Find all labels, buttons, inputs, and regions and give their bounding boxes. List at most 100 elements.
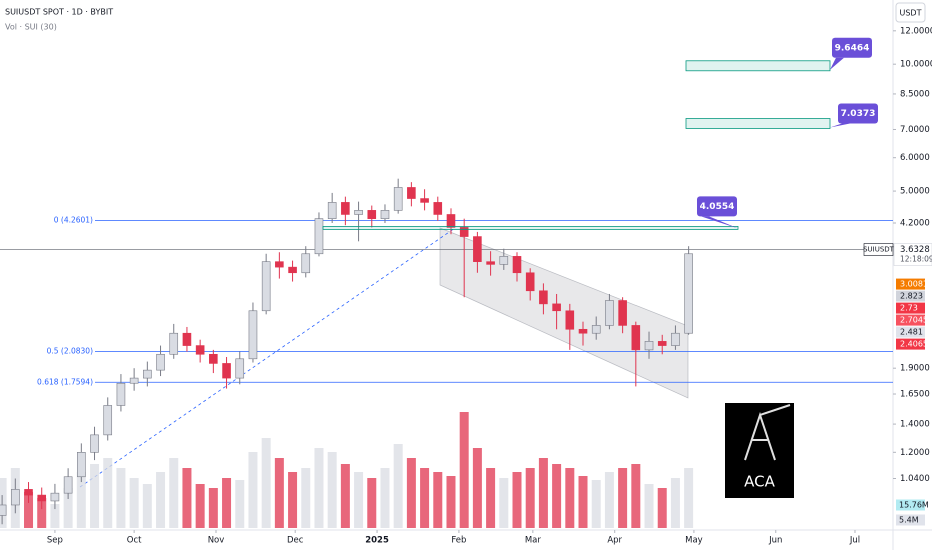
volume-tag-label: 15.76M: [899, 501, 929, 510]
volume-bar: [578, 476, 588, 528]
volume-bar: [327, 452, 337, 528]
target-callout: [697, 196, 737, 217]
volume-bar: [565, 468, 575, 528]
candle-body: [578, 328, 588, 334]
last-price-tag: [893, 243, 932, 266]
x-tick-label: 2025: [365, 536, 389, 546]
price-tag-label: 2.7045: [900, 316, 928, 325]
price-tag: [896, 314, 925, 326]
volume-bar: [314, 448, 324, 528]
price-tag-label: 2.481: [900, 328, 923, 337]
x-tick-label: Oct: [127, 536, 142, 546]
candle-body: [671, 332, 680, 346]
candle-body: [261, 261, 271, 312]
volume-bar: [0, 478, 7, 528]
price-tag: [896, 290, 925, 302]
candle-body: [182, 332, 192, 346]
candle-body: [129, 377, 139, 384]
candle-body: [591, 325, 601, 334]
candle-body: [499, 256, 509, 265]
target-callout-pointer: [701, 216, 738, 229]
volume-bar: [116, 468, 126, 528]
candle-body: [407, 187, 416, 199]
candle-body: [288, 266, 297, 274]
candle-body: [0, 504, 7, 516]
price-tag: [896, 326, 925, 338]
y-tick-label: 4.2000: [900, 218, 930, 228]
currency-button[interactable]: [895, 2, 926, 23]
candle-body: [24, 489, 33, 496]
volume-bar: [129, 478, 139, 528]
candle-body: [380, 210, 390, 219]
y-tick-label: 10.0000: [900, 60, 932, 70]
candle-body: [341, 202, 350, 215]
fib-level-label: 0 (4.2601): [54, 215, 93, 224]
price-tag: [896, 302, 925, 314]
volume-bar: [433, 472, 443, 528]
price-tag-label: 2.73: [900, 304, 918, 313]
volume-bar: [525, 468, 535, 528]
x-tick-label: Jul: [849, 536, 860, 546]
price-tag: [896, 278, 925, 290]
volume-bar: [354, 472, 364, 528]
candle-body: [367, 210, 377, 219]
volume-bar: [367, 478, 377, 528]
target-callout-pointer: [830, 123, 850, 128]
candle-body: [248, 310, 258, 360]
candle-body: [11, 489, 20, 506]
price-tag-label: 2.823: [900, 292, 923, 301]
x-tick-label: Mar: [525, 536, 542, 546]
target-callout: [832, 37, 872, 58]
volume-bar: [393, 444, 403, 528]
trend-line: [79, 227, 456, 488]
candle-body: [684, 253, 693, 334]
target-label: 7.0373: [841, 109, 876, 119]
candle-body: [644, 341, 654, 351]
candle-body: [37, 494, 47, 502]
price-tag-label: 3.0081: [900, 280, 928, 289]
volume-bar: [222, 478, 232, 528]
candle-body: [552, 303, 561, 312]
candle-body: [618, 300, 627, 326]
volume-bar: [486, 468, 496, 528]
y-tick-label: 1.6500: [900, 390, 930, 400]
target-callout-pointer: [830, 57, 844, 70]
candle-body: [473, 236, 482, 262]
x-tick-label: Feb: [451, 536, 466, 546]
volume-bar: [103, 458, 113, 528]
candle-body: [539, 290, 548, 305]
currency-label[interactable]: USDT: [900, 9, 922, 18]
candle-body: [209, 353, 218, 364]
candle-body: [222, 363, 231, 379]
candle-body: [301, 253, 311, 274]
volume-bar: [50, 504, 60, 528]
candle-body: [631, 325, 641, 351]
candle-body: [459, 227, 469, 237]
fib-level-label: 0.5 (2.0830): [47, 346, 93, 355]
volume-bar: [76, 472, 86, 528]
candle-body: [327, 202, 337, 219]
volume-bar: [459, 412, 469, 528]
logo: ACA: [725, 403, 794, 498]
volume-bar: [631, 464, 641, 528]
volume-bar: [24, 492, 34, 528]
volume-bar: [288, 472, 298, 528]
volume-bar: [63, 488, 73, 528]
volume-bar: [512, 472, 522, 528]
target-zone: [322, 226, 739, 230]
countdown-label: 12:18:09: [900, 255, 932, 264]
volume-bar: [591, 480, 601, 528]
volume-bar: [406, 458, 416, 528]
candle-body: [156, 353, 165, 371]
candle-body: [275, 261, 284, 268]
candle-body: [116, 382, 126, 406]
candle-body: [420, 198, 429, 203]
y-tick-label: 1.2000: [900, 448, 930, 458]
drawings: [79, 227, 689, 488]
y-tick-label: 1.9000: [900, 364, 930, 374]
candle-body: [565, 310, 575, 330]
volume-bar: [37, 498, 47, 528]
y-tick-label: 8.5000: [900, 89, 930, 99]
target-zone: [685, 118, 831, 129]
